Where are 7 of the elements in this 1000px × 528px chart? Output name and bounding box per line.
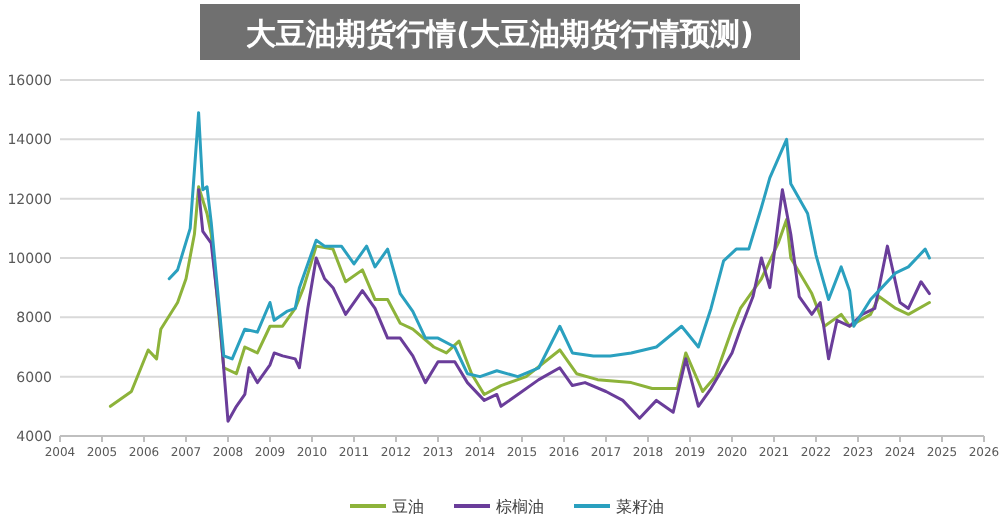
line-series: [108, 185, 931, 408]
legend-label: 棕榈油: [496, 498, 544, 516]
legend-label: 菜籽油: [616, 498, 664, 516]
line-series: [197, 188, 931, 423]
chart-title: 大豆油期货行情(大豆油期货行情预测): [246, 16, 754, 52]
legend-label: 豆油: [392, 498, 424, 516]
line-series: [167, 111, 931, 379]
